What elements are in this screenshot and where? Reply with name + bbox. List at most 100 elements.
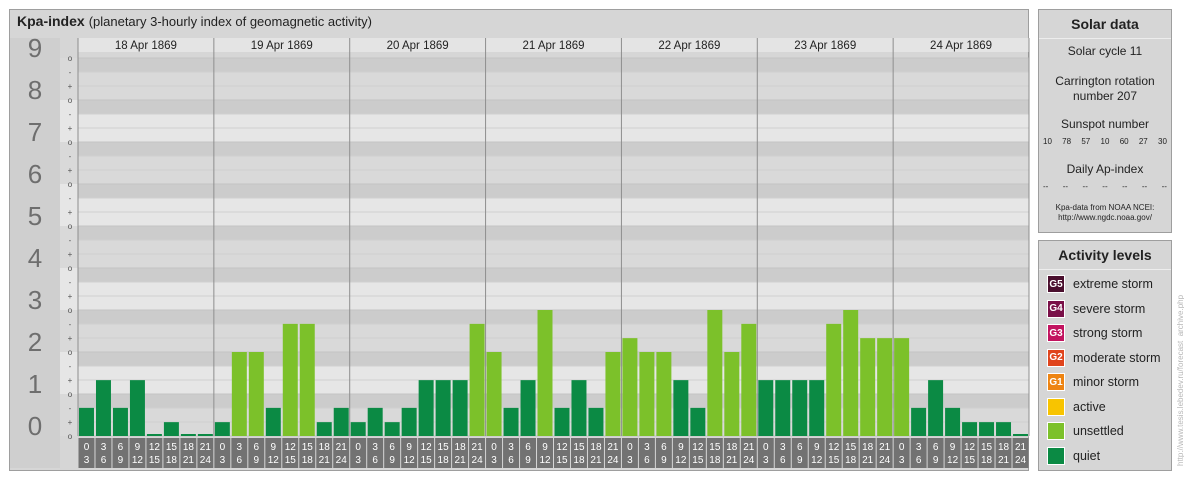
solar-data-title: Solar data	[1039, 10, 1171, 39]
interval-start-label: 21	[607, 442, 619, 453]
interval-label-box	[95, 438, 112, 468]
interval-start-label: 12	[421, 442, 433, 453]
interval-start-label: 6	[254, 442, 260, 453]
interval-end-label: 6	[101, 455, 107, 466]
interval-start-label: 3	[508, 442, 514, 453]
data-source-line1: Kpa-data from NOAA NCEI:	[1055, 203, 1155, 212]
y-axis-label-4: 4	[28, 243, 42, 273]
interval-label-box	[638, 438, 655, 468]
interval-start-label: 12	[964, 442, 976, 453]
interval-start-label: 6	[525, 442, 531, 453]
kp-bar	[639, 352, 655, 436]
sub-tick-label: -	[69, 404, 72, 413]
data-source-line2: http://www.ngdc.noaa.gov/	[1058, 213, 1152, 222]
activity-level-badge	[1047, 446, 1065, 465]
interval-label-box	[995, 438, 1012, 468]
interval-start-label: 9	[950, 442, 956, 453]
interval-end-label: 21	[590, 455, 602, 466]
ap-index-value: --	[1122, 182, 1128, 191]
interval-label-box	[163, 438, 180, 468]
interval-end-label: 24	[200, 455, 212, 466]
interval-end-label: 6	[644, 455, 650, 466]
interval-label-box	[842, 438, 859, 468]
interval-label-box	[112, 438, 129, 468]
interval-end-label: 21	[183, 455, 195, 466]
interval-label-box	[655, 438, 672, 468]
interval-label-box	[469, 438, 486, 468]
kp-level-upper-shade-2	[78, 310, 1029, 324]
interval-end-label: 9	[661, 455, 667, 466]
interval-start-label: 18	[862, 442, 874, 453]
kp-bar	[656, 352, 672, 436]
kp-bar	[129, 380, 145, 436]
interval-end-label: 6	[916, 455, 922, 466]
sub-tick-label: o	[68, 96, 73, 105]
kp-bar	[962, 422, 978, 436]
interval-label-box	[197, 438, 214, 468]
y-axis-label-5: 5	[28, 201, 42, 231]
kp-bar	[486, 352, 502, 436]
interval-label-box	[587, 438, 604, 468]
interval-end-label: 24	[472, 455, 484, 466]
kp-level-upper-shade-7	[78, 100, 1029, 114]
activity-level-badge: G1	[1047, 373, 1065, 391]
activity-level-label: moderate storm	[1073, 350, 1161, 365]
sub-tick-label: +	[68, 124, 73, 133]
kp-bar	[894, 338, 910, 436]
chart-title-main: Kpa-index	[17, 13, 85, 29]
day-label: 21 Apr 1869	[522, 40, 584, 52]
sunspot-value: 27	[1138, 137, 1148, 146]
kp-bar	[537, 310, 553, 436]
sub-tick-label: +	[68, 334, 73, 343]
sub-tick-label: o	[68, 432, 73, 441]
ap-index-value: --	[1043, 182, 1049, 191]
kp-level-upper-shade-3	[78, 268, 1029, 282]
activity-level-label: minor storm	[1073, 375, 1139, 389]
kp-bar	[877, 338, 893, 436]
interval-label-box	[231, 438, 248, 468]
sub-tick-label: +	[68, 292, 73, 301]
kp-bar	[265, 407, 281, 436]
interval-start-label: 15	[302, 442, 314, 453]
interval-start-label: 9	[406, 442, 412, 453]
data-source-note: Kpa-data from NOAA NCEI: http://www.ngdc…	[1039, 203, 1171, 223]
interval-start-label: 3	[101, 442, 107, 453]
interval-label-box	[554, 438, 570, 468]
interval-end-label: 18	[573, 455, 585, 466]
sub-tick-label: o	[68, 264, 73, 273]
kp-bar	[520, 380, 536, 436]
activity-level-row: G1 minor storm	[1047, 372, 1139, 392]
interval-end-label: 6	[508, 455, 514, 466]
activity-level-label: severe storm	[1073, 301, 1146, 316]
activity-level-badge: G4	[1047, 299, 1065, 318]
sunspot-value: 60	[1119, 137, 1129, 146]
activity-level-badge	[1047, 397, 1065, 416]
interval-end-label: 24	[879, 455, 891, 466]
sub-tick-label: +	[68, 208, 73, 217]
sub-tick-label: o	[68, 348, 73, 357]
y-axis-label-6: 6	[28, 159, 42, 189]
activity-level-label: quiet	[1073, 448, 1101, 463]
sub-tick-label: -	[69, 362, 72, 371]
interval-end-label: 12	[404, 455, 416, 466]
day-label: 19 Apr 1869	[251, 40, 313, 52]
interval-label-box	[503, 438, 520, 468]
interval-label-box	[282, 438, 299, 468]
interval-label-box	[774, 438, 791, 468]
interval-start-label: 3	[644, 442, 650, 453]
interval-end-label: 12	[268, 455, 280, 466]
sub-tick-label: -	[69, 68, 72, 77]
interval-end-label: 24	[1015, 455, 1027, 466]
ap-index-value: --	[1102, 182, 1108, 191]
interval-label-box	[791, 438, 808, 468]
kp-level-upper-shade-4	[78, 226, 1029, 240]
interval-start-label: 0	[220, 442, 226, 453]
interval-end-label: 3	[220, 455, 226, 466]
sunspot-value: 10	[1043, 137, 1052, 146]
kp-bar	[503, 407, 519, 436]
interval-start-label: 0	[355, 442, 361, 453]
interval-end-label: 3	[763, 455, 769, 466]
interval-start-label: 18	[590, 442, 602, 453]
kp-bar	[843, 310, 859, 436]
